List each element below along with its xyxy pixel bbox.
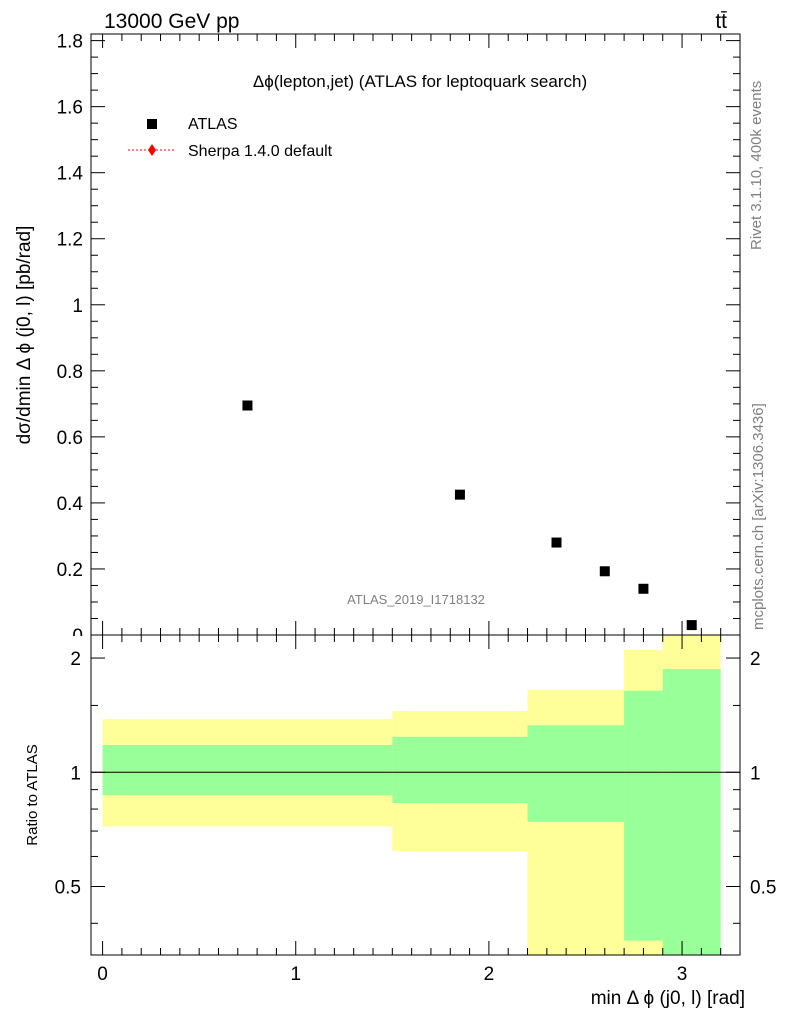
x-axis-label: min Δ ϕ (j0, l) [rad] [591, 988, 745, 1009]
ratio-y-tick-label: 0.5 [55, 878, 81, 899]
atlas-data-points [242, 400, 697, 631]
inner-uncertainty-band [527, 725, 625, 822]
main-y-tick-label: 1.2 [57, 230, 83, 251]
main-y-tick-label: 1.4 [57, 164, 84, 185]
ratio-uncertainty-bands [102, 635, 721, 955]
atlas-data-point [686, 620, 697, 631]
rivet-label: Rivet 3.1.10, 400k events [748, 81, 765, 250]
ratio-y-tick-label-right: 0.5 [750, 878, 776, 899]
inner-uncertainty-band [624, 690, 663, 941]
x-tick-label: 0 [97, 964, 108, 985]
inner-uncertainty-band [662, 669, 721, 955]
main-y-axis-label: dσ/dmin Δ ϕ (j0, l) [pb/rad] [14, 226, 35, 445]
x-tick-label: 3 [677, 964, 688, 985]
atlas-data-point [454, 489, 465, 500]
main-y-tick-label: 1.6 [57, 98, 83, 119]
zero-label-mask [0, 636, 90, 648]
main-y-tick-label: 1.8 [57, 32, 83, 53]
x-tick-label: 1 [290, 964, 301, 985]
main-y-tick-label: 1 [72, 296, 83, 317]
ratio-y-ticks: 0.5 0.5 1 1 2 2 [55, 649, 776, 924]
mcplots-label: mcplots.cern.ch [arXiv:1306.3436] [750, 403, 767, 630]
main-y-tick-label: 0.6 [57, 428, 83, 449]
main-y-ticks: 0.20.40.60.811.21.41.61.80 [0, 32, 740, 648]
ratio-panel: 0.5 0.5 1 1 2 2 0 1 2 3 Ratio to ATLAS min Δ ϕ (… [24, 34, 776, 1009]
atlas-data-point [242, 400, 253, 411]
process-label: 13000 GeV pp [104, 10, 239, 33]
inner-uncertainty-band [392, 736, 528, 803]
ratio-y-tick-label-right: 2 [750, 649, 761, 670]
main-panel: Δϕ(lepton,jet) (ATLAS for leptoquark sea… [0, 32, 741, 648]
ratio-frame [90, 634, 741, 956]
atlas-data-point [638, 583, 649, 594]
x-tick-label: 2 [484, 964, 495, 985]
legend-sherpa-label: Sherpa 1.4.0 default [188, 143, 333, 160]
ratio-y-tick-label: 1 [70, 763, 81, 784]
main-y-tick-label: 0.2 [57, 560, 83, 581]
analysis-watermark: ATLAS_2019_I1718132 [347, 592, 485, 607]
legend: ATLAS Sherpa 1.4.0 default [128, 116, 333, 160]
ratio-y-tick-label: 2 [70, 649, 81, 670]
legend-sherpa-marker [148, 144, 156, 156]
final-state-label: tt̄ [715, 10, 727, 33]
x-ticks: 0 1 2 3 [97, 34, 722, 985]
inner-uncertainty-band [102, 744, 393, 796]
ratio-y-tick-label-right: 1 [750, 763, 761, 784]
main-y-tick-label: 0.4 [57, 494, 84, 515]
atlas-data-point [599, 566, 610, 577]
atlas-data-point [551, 537, 562, 548]
main-y-tick-label: 0.8 [57, 362, 83, 383]
legend-atlas-label: ATLAS [188, 116, 238, 133]
ratio-y-axis-label: Ratio to ATLAS [24, 744, 41, 845]
plot-title: Δϕ(lepton,jet) (ATLAS for leptoquark sea… [253, 72, 587, 91]
legend-atlas-marker [147, 119, 157, 129]
